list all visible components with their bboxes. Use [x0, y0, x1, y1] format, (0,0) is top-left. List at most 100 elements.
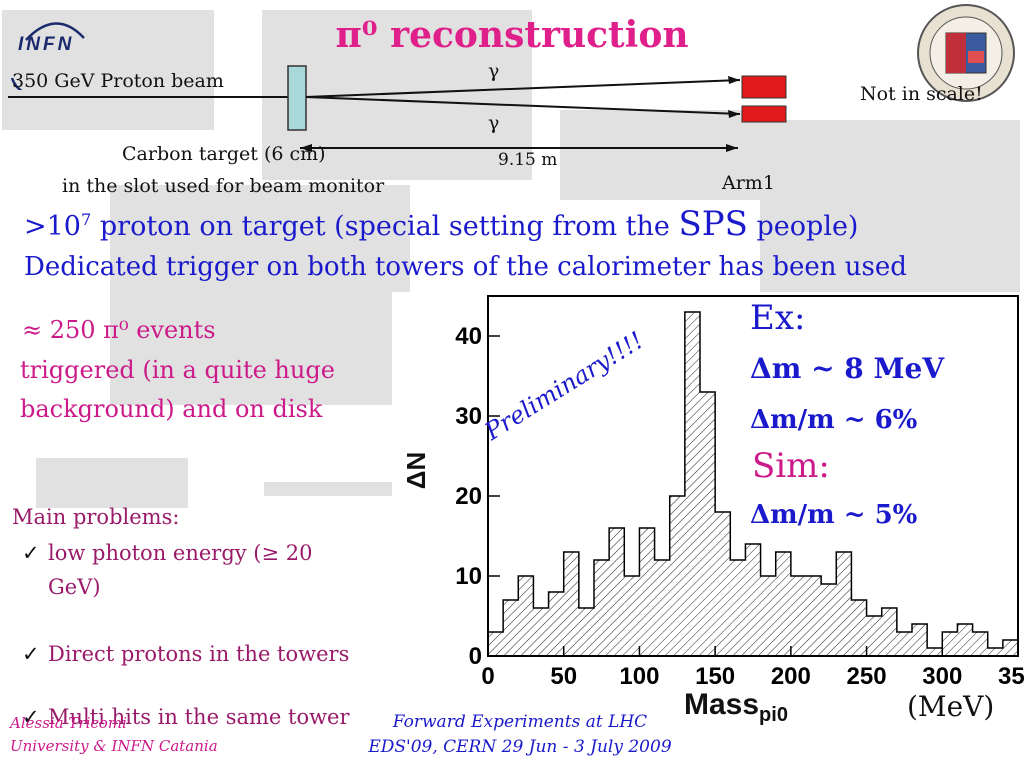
problem-text: low photon energy (≥ 20 — [48, 541, 313, 565]
histogram-bin — [624, 576, 640, 656]
histogram-bin — [912, 624, 928, 656]
histogram-bin — [745, 544, 761, 656]
histogram-bin — [790, 576, 806, 656]
x-tick-label: 150 — [695, 663, 735, 690]
histogram-bin — [987, 648, 1003, 656]
infn-logo-arc — [10, 22, 85, 90]
check-icon: ✓ — [22, 541, 40, 565]
gamma-top-label: γ — [488, 60, 500, 82]
histogram-bin — [654, 560, 670, 656]
x-tick-label: 300 — [922, 663, 962, 690]
university-seal-icon — [916, 3, 1016, 103]
background-tile — [110, 185, 410, 405]
histogram-bin — [851, 600, 867, 656]
histogram-bin — [548, 592, 564, 656]
check-icon: ✓ — [22, 642, 40, 666]
histogram-bin — [684, 312, 700, 656]
histogram-bin — [806, 576, 822, 656]
histogram-bin — [563, 552, 579, 656]
footer-dates: EDS'09, CERN 29 Jun - 3 July 2009 — [368, 737, 672, 757]
problem-text: Direct protons in the towers — [48, 642, 350, 666]
histogram-bin — [775, 552, 791, 656]
histogram-bin — [942, 632, 958, 656]
histogram-bin — [957, 624, 973, 656]
histogram-bin — [518, 576, 534, 656]
events-line-1: ≈ 250 π⁰ events — [22, 316, 216, 344]
result-dm: Δm ~ 8 MeV — [750, 352, 945, 385]
histogram-bin — [866, 616, 882, 656]
infn-logo-text: INFN — [18, 34, 75, 55]
background-tile — [760, 120, 1020, 300]
histogram-bin — [578, 608, 594, 656]
y-tick-label: 10 — [455, 563, 482, 590]
histogram-bin — [503, 600, 519, 656]
unit-label: (MeV) — [907, 690, 995, 723]
x-tick-label: 250 — [847, 663, 887, 690]
x-tick-label: 100 — [619, 663, 659, 690]
histogram-bin — [639, 528, 655, 656]
plot-frame — [487, 295, 1019, 657]
setup-diagram — [8, 65, 787, 152]
problem-item-continuation: GeV) — [48, 575, 101, 599]
protons-count: >10 — [24, 211, 81, 242]
histogram-bin — [821, 584, 837, 656]
problem-item: ✓ Multi hits in the same tower — [22, 705, 1024, 729]
x-tick-label: 0 — [481, 663, 494, 690]
result-sim-dm-over-m: Δm/m ~ 5% — [750, 500, 918, 530]
histogram-bin — [972, 632, 988, 656]
y-tick-label: 30 — [455, 403, 482, 430]
protons-text: proton on target (special setting from t… — [91, 211, 679, 242]
target-label: Carbon target (6 cm) — [122, 143, 326, 165]
result-sim-heading: Sim: — [752, 446, 830, 486]
background-tile — [560, 110, 760, 200]
slide-title: π⁰ reconstruction — [335, 14, 689, 56]
histogram-bin — [1002, 640, 1018, 656]
y-tick-label: 20 — [455, 483, 482, 510]
y-tick-label: 40 — [455, 323, 482, 350]
distance-label: 9.15 m — [498, 150, 558, 170]
beam-label: 350 GeV Proton beam — [12, 70, 224, 92]
protons-text-end: people) — [747, 211, 859, 242]
histogram-bin — [730, 560, 746, 656]
x-axis-label-sub: pi0 — [759, 704, 788, 726]
y-tick-label: 0 — [469, 643, 482, 670]
problem-text: Multi hits in the same tower — [48, 705, 350, 729]
not-in-scale-note: Not in scale! — [860, 83, 983, 105]
target-sublabel: in the slot used for beam monitor — [62, 175, 385, 197]
background-tile — [262, 10, 532, 180]
x-axis-label: Masspi0 — [684, 688, 788, 727]
footer-conference: Forward Experiments at LHC — [392, 712, 648, 732]
background-tile — [264, 482, 394, 496]
histogram-bin — [715, 512, 731, 656]
histogram-bin — [700, 392, 716, 656]
histogram-bin — [533, 608, 549, 656]
histogram-bin — [609, 528, 625, 656]
footer-affiliation: University & INFN Catania — [10, 737, 218, 755]
sps-label: SPS — [678, 204, 748, 244]
histogram-bin — [881, 608, 897, 656]
trigger-line: Dedicated trigger on both towers of the … — [24, 252, 907, 282]
x-tick-label: 200 — [771, 663, 811, 690]
histogram-bin — [594, 560, 610, 656]
problem-item: ✓ Direct protons in the towers — [22, 642, 1024, 666]
background-tile — [36, 458, 188, 508]
problems-heading: Main problems: — [12, 505, 180, 529]
histogram-bin — [896, 632, 912, 656]
events-line-3: background) and on disk — [20, 395, 323, 423]
mass-histogram: 0 50 100 150 200 250 300 350 0 10 20 30 40 — [455, 295, 1024, 690]
infn-logo: INFN — [6, 10, 86, 90]
histogram-bin — [760, 576, 776, 656]
events-line-2: triggered (in a quite huge — [20, 356, 335, 384]
protons-on-target-line: >107 proton on target (special setting f… — [24, 204, 858, 244]
histogram-bin — [669, 496, 685, 656]
histogram-outline — [487, 311, 1019, 656]
footer-author: Alessia Tricomi — [10, 714, 127, 732]
arm1-label: Arm1 — [722, 172, 775, 194]
histogram-bin — [836, 552, 852, 656]
result-ex-heading: Ex: — [750, 298, 806, 338]
x-tick-label: 350 — [998, 663, 1024, 690]
x-tick-label: 50 — [550, 663, 577, 690]
histogram-bin — [927, 648, 943, 656]
result-dm-over-m: Δm/m ~ 6% — [750, 405, 918, 435]
x-axis-label-main: Mass — [684, 688, 760, 721]
